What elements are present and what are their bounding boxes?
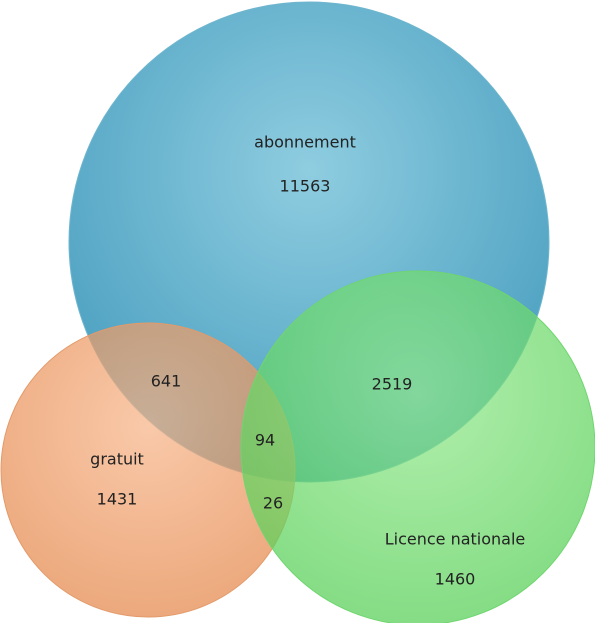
overlap-count: 26 bbox=[263, 494, 283, 513]
set-count: 1460 bbox=[435, 570, 476, 589]
set-count: 11563 bbox=[280, 177, 331, 196]
overlap-count: 2519 bbox=[372, 375, 413, 394]
circle-licence bbox=[240, 270, 595, 623]
overlap-count: 94 bbox=[255, 431, 275, 450]
set-label: abonnement bbox=[254, 133, 356, 152]
overlap-count: 641 bbox=[151, 372, 182, 391]
set-label: gratuit bbox=[90, 450, 144, 469]
set-label: Licence nationale bbox=[385, 530, 526, 549]
set-count: 1431 bbox=[97, 490, 138, 509]
